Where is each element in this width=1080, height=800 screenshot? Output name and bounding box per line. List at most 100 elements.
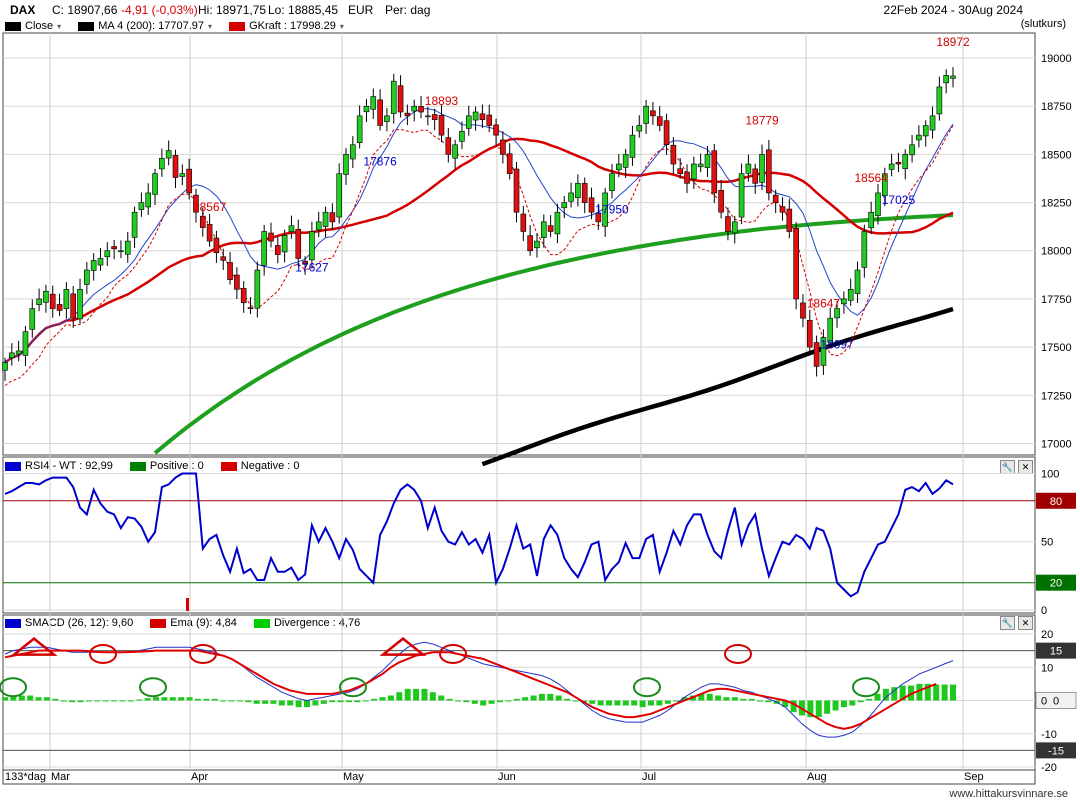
legend-smacd[interactable]: SMACD (26, 12): 9,60	[5, 617, 133, 629]
candle-body	[554, 211, 561, 235]
divergence-bar	[731, 697, 738, 701]
low-value: Lo: 18885,45	[268, 3, 339, 17]
divergence-bar	[35, 697, 42, 701]
divergence-bar	[866, 698, 873, 701]
candle-body	[261, 231, 267, 266]
divergence-bar	[933, 684, 940, 701]
candle-body	[793, 227, 799, 300]
legend-close[interactable]: Close ▾	[5, 20, 61, 32]
divergence-bar	[698, 693, 705, 701]
signal-circle	[139, 677, 167, 698]
candle-body	[418, 106, 424, 113]
rsi-frame	[2, 456, 1036, 614]
candle-body	[227, 262, 233, 280]
divergence-bar	[69, 700, 76, 703]
divergence-bar	[270, 700, 277, 704]
gkraft-line	[4, 137, 954, 364]
rsi-level-badge	[1036, 492, 1076, 509]
macd-level-badge	[1036, 742, 1076, 759]
candle-body	[390, 80, 397, 114]
divergence-bar	[186, 697, 193, 701]
divergence-bar	[765, 700, 772, 703]
divergence-bar	[706, 693, 713, 701]
divergence-bar	[194, 698, 201, 701]
divergence-bar	[631, 700, 638, 706]
divergence-bar	[723, 697, 730, 701]
price-annotation: 17627	[295, 260, 329, 274]
candle-body	[752, 168, 759, 184]
legend-ema[interactable]: Ema (9): 4,84	[150, 617, 237, 629]
macd-tick-label: -10	[1041, 729, 1057, 741]
candle-body	[343, 154, 349, 175]
price-annotation: 18097	[820, 338, 854, 352]
macd-frame	[2, 614, 1036, 771]
x-tick-label: Sep	[964, 771, 984, 783]
chevron-down-icon[interactable]: ▾	[339, 21, 344, 31]
candle-body	[97, 258, 104, 266]
candle-body	[581, 183, 588, 203]
price-annotation: 18647	[807, 296, 841, 310]
candle-body	[786, 208, 793, 232]
candle-body	[820, 337, 827, 366]
chart-header: DAX C: 18907,66 -4,91 (-0,03%) Hi: 18971…	[0, 0, 1035, 18]
candle-body	[881, 173, 888, 197]
price-tick-label: 17250	[1041, 390, 1072, 402]
candle-body	[888, 163, 895, 170]
candle-body	[561, 202, 568, 209]
candle-body	[540, 221, 547, 238]
legend-gkraft[interactable]: GKraft : 17998.29 ▾	[229, 20, 344, 32]
macd-zero-badge	[1035, 692, 1077, 709]
divergence-bar	[312, 700, 319, 706]
candle-body	[431, 114, 438, 121]
candle-body	[309, 231, 315, 261]
legend-rsi[interactable]: RSI4 - WT : 92,99	[5, 460, 113, 472]
high-value: Hi: 18971,75	[198, 3, 267, 17]
macd-level-label: -15	[1048, 745, 1064, 757]
signal-circle	[852, 677, 880, 698]
divergence-bar	[220, 700, 227, 702]
tools-icon[interactable]: 🔧	[1000, 616, 1015, 630]
candle-body	[377, 99, 383, 126]
divergence-bar	[656, 700, 663, 706]
divergence-bar	[463, 700, 470, 703]
candle-body	[254, 269, 261, 309]
divergence-bar	[882, 688, 889, 701]
legend-ma200[interactable]: MA 4 (200): 17707.97 ▾	[78, 20, 212, 32]
candle-body	[766, 149, 772, 194]
divergence-bar	[899, 685, 906, 701]
x-tick-label: Jun	[498, 771, 516, 783]
candle-body	[56, 304, 63, 311]
divergence-bar	[245, 700, 252, 703]
legend-divergence[interactable]: Divergence : 4,76	[253, 617, 360, 629]
candle-body	[131, 211, 138, 238]
candle-body	[452, 144, 458, 159]
x-tick-label: Mar	[51, 771, 70, 783]
macd-zero-label: 0	[1053, 696, 1059, 708]
divergence-bar	[2, 697, 8, 701]
legend-negative[interactable]: Negative : 0	[220, 460, 299, 472]
divergence-bar	[538, 693, 545, 701]
divergence-bar	[77, 700, 84, 703]
price-tick-label: 17500	[1041, 342, 1072, 354]
divergence-bar	[647, 700, 654, 706]
price-tick-label: 18500	[1041, 149, 1072, 161]
divergence-bar	[387, 695, 394, 701]
chevron-down-icon[interactable]: ▾	[57, 21, 62, 31]
ma200-line	[481, 306, 954, 467]
candle-body	[445, 137, 452, 155]
divergence-bar	[396, 692, 403, 701]
chevron-down-icon[interactable]: ▾	[208, 21, 213, 31]
divergence-bar	[102, 700, 109, 702]
signal-circle	[339, 677, 367, 698]
candle-body	[704, 154, 711, 168]
divergence-bar	[228, 700, 235, 702]
close-value: C: 18907,66	[52, 3, 118, 17]
candle-body	[806, 320, 813, 348]
divergence-bar	[840, 700, 847, 708]
price-frame	[2, 32, 1036, 456]
rsi-tick-label: 100	[1041, 468, 1059, 480]
candle-body	[656, 116, 663, 126]
candle-body	[472, 111, 479, 121]
close-icon[interactable]: ✕	[1018, 616, 1033, 630]
divergence-bar	[606, 700, 613, 706]
